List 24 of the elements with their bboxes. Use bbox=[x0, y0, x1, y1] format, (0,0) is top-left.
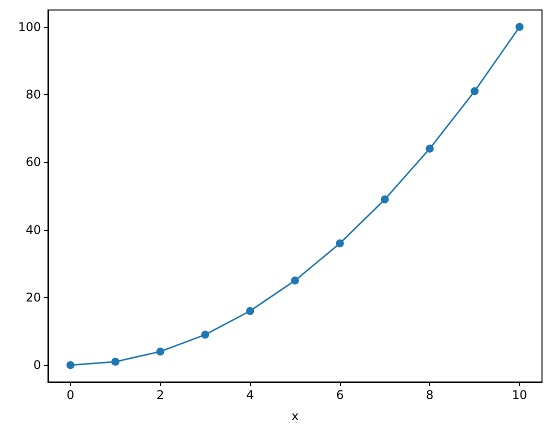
point bbox=[201, 330, 210, 339]
y-tick-label: 0 bbox=[33, 358, 41, 372]
point bbox=[380, 195, 389, 204]
y-tick-label: 80 bbox=[26, 88, 41, 102]
point bbox=[156, 348, 164, 356]
x-tick-label: 4 bbox=[246, 388, 254, 402]
point bbox=[111, 358, 120, 366]
y-tick-label: 60 bbox=[26, 155, 41, 170]
y-tick-label: 100 bbox=[18, 20, 41, 34]
point bbox=[470, 87, 479, 96]
point bbox=[336, 239, 344, 248]
x-tick-label: 6 bbox=[336, 388, 344, 402]
point bbox=[246, 306, 254, 315]
point bbox=[426, 144, 434, 153]
x-tick-label: 8 bbox=[426, 388, 434, 402]
y-tick-label: 40 bbox=[26, 222, 41, 237]
y-tick-label: 20 bbox=[26, 290, 41, 304]
point bbox=[66, 361, 74, 370]
x-tick-label: 0 bbox=[66, 388, 74, 402]
x-tick-label: 10 bbox=[512, 388, 528, 402]
x-tick-label: 2 bbox=[156, 388, 164, 402]
point bbox=[516, 22, 524, 31]
point bbox=[291, 276, 299, 285]
x-axis-title: x bbox=[291, 409, 299, 423]
